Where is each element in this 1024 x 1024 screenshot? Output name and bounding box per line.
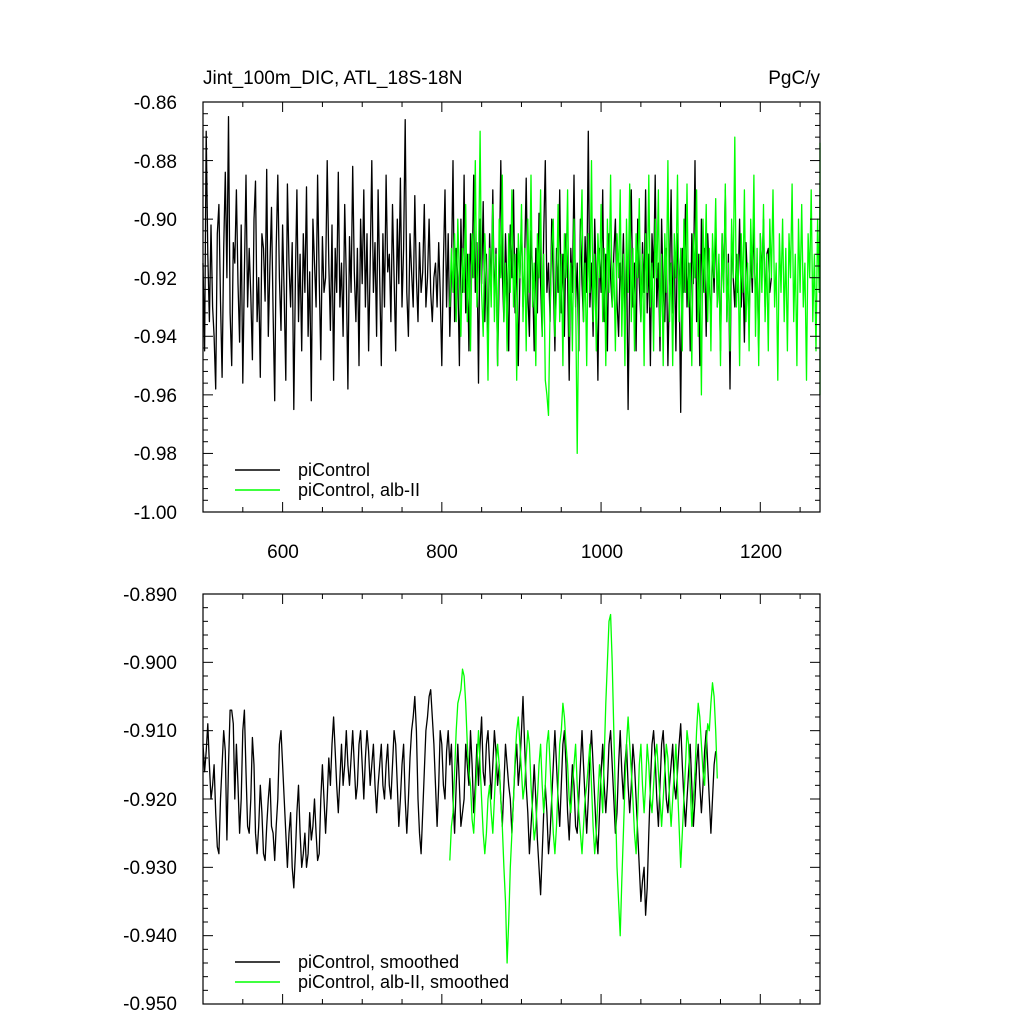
top-ytick-label: -0.86 [134, 93, 177, 114]
top-axis-ticks [202, 101, 820, 513]
bottom-ytick-label: -0.950 [123, 994, 177, 1015]
bottom-panel: -0.890 -0.900 -0.910 -0.920 -0.930 -0.94… [123, 585, 821, 1015]
top-ytick-label: -0.90 [134, 210, 177, 231]
bottom-series-line-alb-ii [449, 613, 718, 964]
top-panel: Jint_100m_DIC, ATL_18S-18N PgC/y -0.86 -… [134, 68, 821, 563]
top-title-units: PgC/y [768, 68, 820, 89]
bottom-ytick-label: -0.930 [123, 858, 177, 879]
bottom-ytick-label: -0.910 [123, 721, 177, 742]
top-y-tick-labels: -0.86 -0.88 -0.90 -0.92 -0.94 -0.96 -0.9… [134, 93, 178, 524]
bottom-ytick-label: -0.900 [123, 653, 177, 674]
top-legend-label: piControl, alb-II [298, 480, 420, 500]
bottom-ytick-label: -0.890 [123, 585, 177, 606]
top-ytick-label: -0.92 [134, 269, 177, 290]
top-ytick-label: -0.94 [134, 327, 178, 348]
bottom-y-tick-labels: -0.890 -0.900 -0.910 -0.920 -0.930 -0.94… [123, 585, 177, 1015]
bottom-legend-label: piControl, alb-II, smoothed [298, 972, 509, 992]
top-xtick-label: 1000 [581, 542, 623, 563]
top-ytick-label: -0.88 [134, 152, 177, 173]
top-xtick-label: 800 [426, 542, 458, 563]
top-x-tick-labels: 600 800 1000 1200 [267, 542, 782, 563]
top-legend: piControl piControl, alb-II [235, 460, 420, 500]
top-ytick-label: -1.00 [134, 503, 177, 524]
bottom-series-line-picontrol [202, 689, 717, 916]
bottom-plot-frame [202, 593, 821, 1005]
top-ytick-label: -0.98 [134, 444, 177, 465]
bottom-plot-area [202, 613, 718, 964]
top-title-left: Jint_100m_DIC, ATL_18S-18N [203, 68, 462, 89]
top-series-line-alb-ii [449, 130, 821, 455]
bottom-legend-label: piControl, smoothed [298, 952, 459, 972]
bottom-ytick-label: -0.920 [123, 790, 177, 811]
bottom-ytick-label: -0.940 [123, 926, 177, 947]
top-legend-label: piControl [298, 460, 370, 480]
top-xtick-label: 600 [267, 542, 299, 563]
top-ytick-label: -0.96 [134, 386, 177, 407]
top-plot-area [202, 115, 821, 455]
bottom-legend: piControl, smoothed piControl, alb-II, s… [235, 952, 509, 992]
top-xtick-label: 1200 [740, 542, 782, 563]
bottom-axis-ticks [202, 593, 820, 1005]
top-plot-frame [202, 101, 821, 513]
